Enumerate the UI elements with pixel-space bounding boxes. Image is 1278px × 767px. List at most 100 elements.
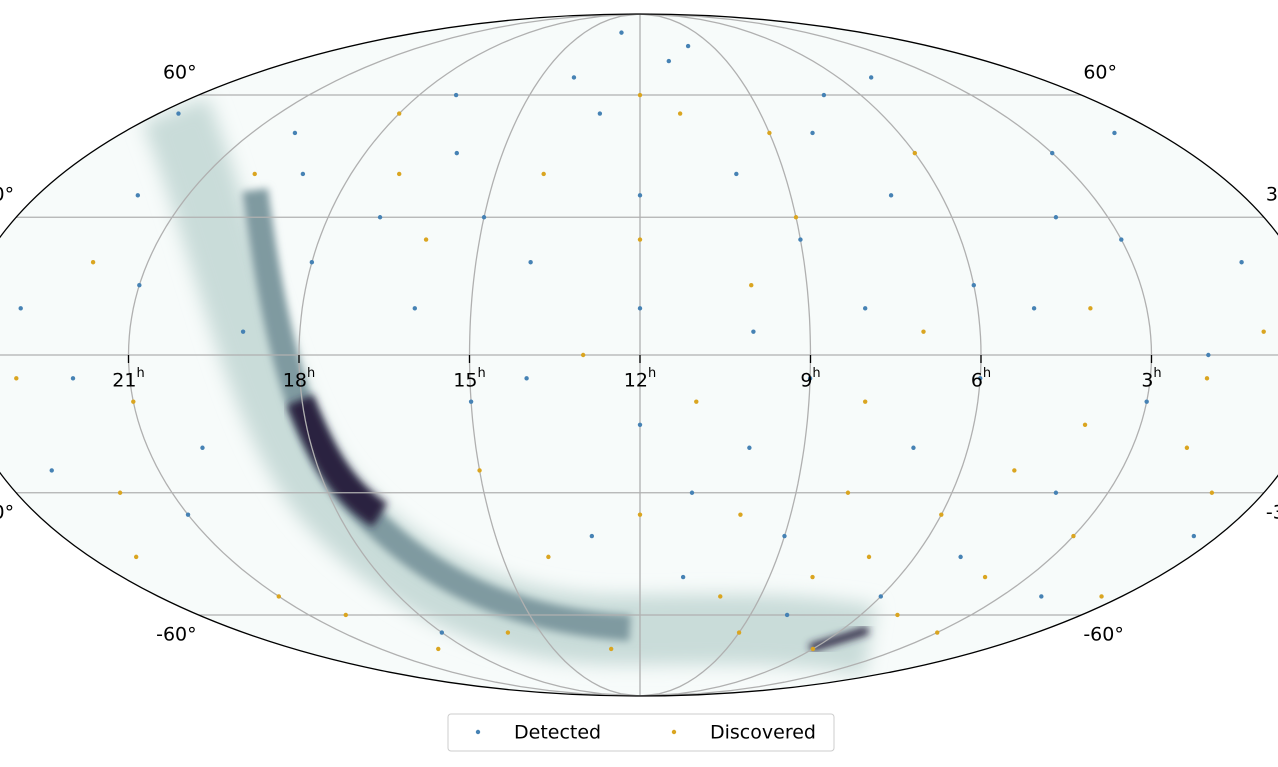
point (738, 512, 743, 517)
point (666, 58, 672, 64)
point (252, 171, 257, 177)
point (571, 75, 577, 80)
point (131, 399, 136, 404)
point (524, 376, 529, 381)
y-tick-label: -30° (0, 501, 14, 523)
point (1191, 533, 1197, 539)
point (637, 306, 643, 311)
point (1071, 533, 1076, 539)
point (784, 612, 790, 618)
point (677, 111, 683, 116)
point (751, 329, 756, 334)
point (608, 646, 614, 652)
point (921, 329, 926, 334)
point (912, 150, 918, 156)
point (90, 260, 96, 265)
legend: Detected Discovered (447, 713, 835, 752)
y-tick-label: 60° (163, 62, 197, 84)
point (1099, 594, 1104, 599)
point (18, 306, 23, 311)
point (793, 215, 799, 220)
point (185, 512, 191, 517)
point (637, 422, 643, 428)
point (767, 130, 772, 136)
point (798, 237, 803, 242)
y-tick-label: -60° (1083, 623, 1124, 645)
legend-label: Discovered (710, 722, 816, 744)
point (541, 171, 546, 177)
point (637, 512, 643, 517)
y-tick-label: 60° (1083, 62, 1117, 84)
point (862, 306, 868, 311)
point (1144, 399, 1149, 404)
point (1039, 594, 1044, 599)
point (1053, 215, 1059, 220)
point (810, 574, 815, 580)
point (423, 237, 429, 242)
point (70, 376, 76, 381)
point (637, 193, 643, 198)
point (1261, 329, 1266, 334)
point (454, 150, 459, 156)
point (1209, 490, 1215, 495)
point (747, 445, 752, 450)
point (637, 92, 643, 98)
point (939, 512, 944, 517)
point (866, 554, 872, 560)
legend-marker (671, 729, 677, 735)
point (133, 554, 139, 560)
point (1206, 352, 1211, 358)
point (807, 376, 813, 381)
y-tick-label: 30° (1266, 184, 1278, 206)
point (117, 490, 123, 495)
point (845, 490, 851, 495)
point (309, 260, 315, 265)
y-tick-label: -30° (1266, 501, 1278, 523)
frame (0, 13, 1278, 697)
point (637, 237, 643, 242)
point (176, 111, 181, 116)
point (200, 445, 205, 450)
point (821, 92, 827, 98)
point (888, 193, 894, 198)
point (1053, 490, 1059, 495)
point (481, 215, 487, 220)
point (911, 445, 916, 450)
point (810, 646, 816, 652)
point (895, 612, 900, 618)
point (977, 376, 983, 381)
point (343, 612, 348, 618)
point (1050, 150, 1055, 156)
point (477, 468, 482, 473)
point (935, 630, 940, 635)
point (240, 329, 246, 334)
point (878, 594, 884, 599)
point (276, 594, 281, 599)
point (1119, 237, 1124, 242)
galactic-center (287, 394, 388, 527)
point (734, 171, 739, 177)
point (685, 43, 691, 49)
legend-label: Detected (514, 722, 601, 744)
point (300, 171, 306, 177)
point (14, 376, 19, 381)
point (412, 306, 418, 311)
point (1012, 468, 1017, 473)
point (546, 554, 551, 560)
point (436, 646, 441, 652)
point (468, 399, 474, 404)
point (1239, 260, 1244, 265)
point (453, 92, 459, 98)
points (14, 30, 1266, 652)
point (619, 30, 624, 35)
point (580, 352, 586, 358)
legend-marker (475, 729, 481, 735)
point (505, 630, 511, 635)
point (749, 282, 754, 288)
point (137, 282, 142, 288)
point (1204, 376, 1210, 381)
point (1088, 306, 1093, 311)
point (439, 630, 445, 635)
point (689, 490, 695, 495)
